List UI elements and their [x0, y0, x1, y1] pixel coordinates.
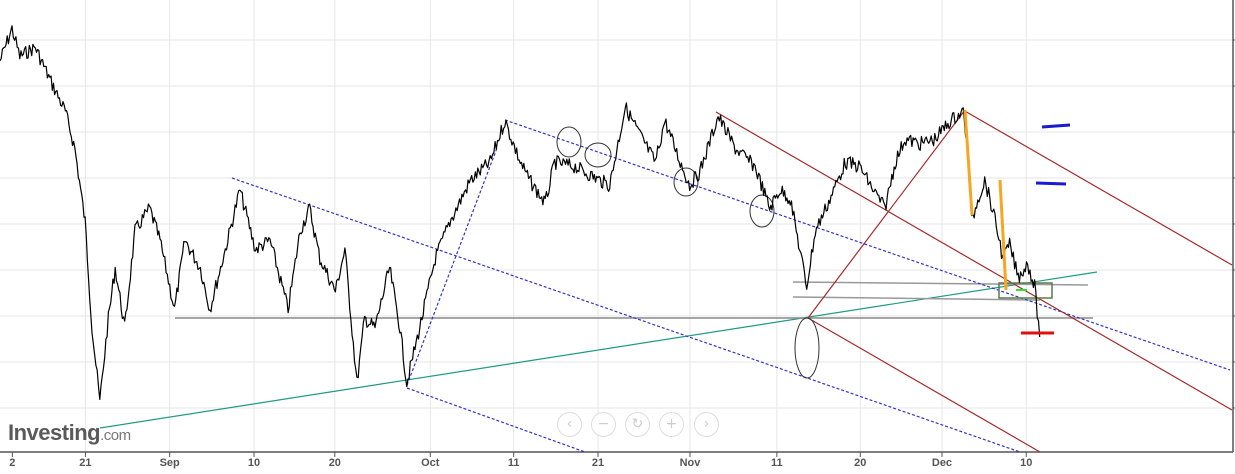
chevron-left-icon: ‹	[566, 416, 573, 432]
minus-icon: −	[597, 416, 610, 432]
drawings	[99, 109, 1233, 453]
reset-button[interactable]: ↻	[625, 412, 650, 437]
investing-logo: Investing.com	[8, 420, 131, 446]
red-pitchfork-handle[interactable]	[807, 109, 966, 319]
drawings-overlay	[963, 109, 1071, 335]
zoom-in-button[interactable]: +	[659, 412, 684, 437]
x-tick-label: 21	[592, 457, 604, 469]
x-tick-label: 10	[248, 457, 260, 469]
orange-line[interactable]	[998, 179, 1008, 291]
chevron-right-icon: ›	[703, 416, 710, 432]
blue-dashed-channel-upper[interactable]	[504, 119, 1231, 371]
x-tick-label: 21	[79, 457, 91, 469]
ellipse-marker[interactable]	[673, 167, 699, 197]
ellipse-marker[interactable]	[749, 194, 775, 228]
teal-trendline[interactable]	[99, 271, 1098, 429]
x-tick-label: 10	[1020, 457, 1032, 469]
logo-brand: Investing	[8, 420, 101, 445]
refresh-icon: ↻	[631, 416, 644, 432]
gray-level-line-lower[interactable]	[792, 296, 1041, 301]
price-line	[0, 25, 1041, 400]
plus-icon: +	[665, 416, 678, 432]
ellipse-marker[interactable]	[584, 142, 612, 168]
x-tick-label: Nov	[680, 457, 702, 469]
x-tick-label: 11	[508, 457, 520, 469]
zoom-out-button[interactable]: −	[591, 412, 616, 437]
ellipse-marker[interactable]	[794, 317, 820, 379]
scroll-left-button[interactable]: ‹	[557, 412, 582, 437]
green-rectangle[interactable]	[998, 282, 1053, 299]
orange-line[interactable]	[963, 109, 974, 216]
blue-marker-line[interactable]	[1041, 123, 1071, 129]
grid-lines	[0, 0, 1233, 452]
blue-dashed-connector[interactable]	[406, 147, 498, 386]
ellipse-marker[interactable]	[556, 126, 582, 158]
y-axis-ticks	[1233, 39, 1235, 409]
red-pitchfork-upper[interactable]	[962, 109, 1233, 266]
blue-marker-line[interactable]	[1035, 181, 1067, 186]
blue-dashed-channel-lower[interactable]	[406, 387, 586, 453]
red-pitchfork-lower[interactable]	[807, 317, 1041, 453]
x-tick-label: 11	[771, 457, 783, 469]
x-tick-label: 2	[9, 457, 15, 469]
scroll-right-button[interactable]: ›	[694, 412, 719, 437]
x-tick-label: 20	[329, 457, 341, 469]
x-tick-label: Oct	[421, 457, 440, 469]
logo-suffix: .com	[100, 427, 131, 444]
x-tick-label: 20	[854, 457, 866, 469]
gray-level-line-upper[interactable]	[792, 281, 1089, 286]
x-tick-label: Dec	[932, 457, 952, 469]
red-pitchfork-middle[interactable]	[715, 111, 1233, 411]
x-tick-label: Sep	[160, 457, 180, 469]
x-axis-ticks: 2 21 Sep 10 20 Oct 11 21 Nov 11 20 Dec 10	[9, 452, 1032, 469]
blue-dashed-channel-middle[interactable]	[231, 177, 1021, 453]
